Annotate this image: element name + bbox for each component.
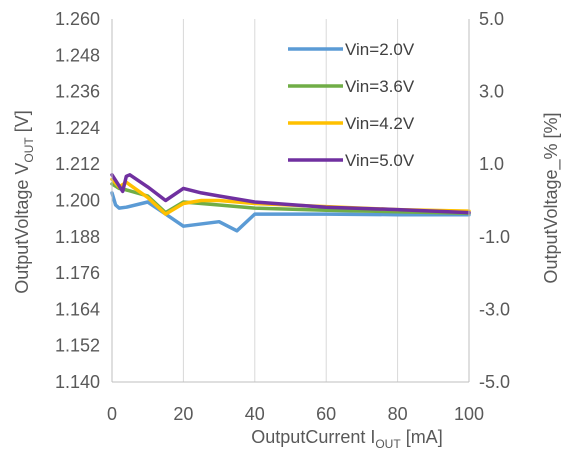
- y-axis-left-title: OutputVoltage VOUT [V]: [12, 110, 36, 293]
- y-tick-label-left: 1.176: [55, 263, 100, 283]
- legend-label-2: Vin=3.6V: [345, 77, 415, 96]
- series-line-1: [110, 191, 471, 233]
- x-tick-label: 100: [454, 404, 484, 424]
- y-tick-label-right: -5.0: [479, 372, 510, 392]
- x-tick-label: 60: [316, 404, 336, 424]
- y-tick-label-right: -3.0: [479, 299, 510, 319]
- y-tick-label-right: 5.0: [479, 9, 504, 29]
- legend-label-4: Vin=5.0V: [345, 151, 415, 170]
- x-tick-label: 20: [173, 404, 193, 424]
- y-tick-label-left: 1.260: [55, 9, 100, 29]
- y-tick-label-left: 1.188: [55, 227, 100, 247]
- x-tick-label: 40: [245, 404, 265, 424]
- y-tick-label-left: 1.248: [55, 45, 100, 65]
- y-tick-label-left: 1.140: [55, 372, 100, 392]
- axes: [111, 19, 470, 383]
- y-tick-label-left: 1.236: [55, 82, 100, 102]
- y-tick-label-left: 1.164: [55, 299, 100, 319]
- y-tick-label-left: 1.212: [55, 154, 100, 174]
- x-tick-label: 80: [388, 404, 408, 424]
- y-tick-label-right: 1.0: [479, 154, 504, 174]
- tick-labels: 0 20 40 60 80 100 1.140 1.152 1.164 1.176 1.188 1.2…: [55, 9, 510, 424]
- y-tick-label-right: 3.0: [479, 82, 504, 102]
- legend-label-3: Vin=4.2V: [345, 114, 415, 133]
- y-tick-label-left: 1.200: [55, 191, 100, 211]
- legend-label-1: Vin=2.0V: [345, 40, 415, 59]
- y-tick-label-left: 1.224: [55, 118, 100, 138]
- legend: Vin=2.0V Vin=3.6V Vin=4.2V Vin=5.0V: [288, 40, 415, 170]
- y-axis-right-title: OutputVoltage_% [%]: [541, 112, 562, 283]
- y-tick-label-right: -1.0: [479, 227, 510, 247]
- series-line-4: [110, 173, 471, 215]
- y-tick-label-left: 1.152: [55, 336, 100, 356]
- x-tick-label: 0: [107, 404, 117, 424]
- series-layer: [110, 173, 471, 233]
- x-axis-title: OutputCurrent IOUT [mA]: [251, 427, 442, 451]
